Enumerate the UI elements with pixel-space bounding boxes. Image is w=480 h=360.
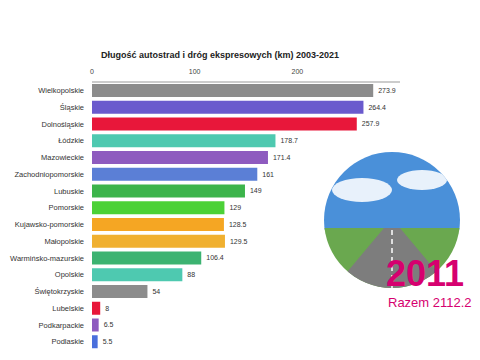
svg-text:149: 149 [250, 187, 262, 194]
svg-text:128.5: 128.5 [229, 221, 247, 228]
svg-text:88: 88 [187, 271, 195, 278]
svg-text:Kujawsko-pomorskie: Kujawsko-pomorskie [15, 220, 84, 229]
svg-text:129.5: 129.5 [230, 238, 248, 245]
html-text:Razem 2112.2: Razem 2112.2 [388, 295, 472, 310]
svg-text:Śląskie: Śląskie [60, 103, 84, 112]
svg-text:Świętokrzyskie: Świętokrzyskie [34, 287, 84, 296]
svg-text:264.4: 264.4 [368, 104, 386, 111]
svg-text:Podkarpackie: Podkarpackie [39, 321, 84, 330]
svg-text:0: 0 [90, 68, 94, 75]
svg-text:6.5: 6.5 [104, 321, 114, 328]
svg-text:161: 161 [262, 171, 274, 178]
svg-text:Lubelskie: Lubelskie [52, 304, 84, 313]
svg-text:Warmińsko-mazurskie: Warmińsko-mazurskie [10, 254, 84, 263]
svg-text:129: 129 [229, 204, 241, 211]
svg-text:106.4: 106.4 [206, 254, 224, 261]
svg-text:257.9: 257.9 [362, 120, 380, 127]
svg-text:Opolskie: Opolskie [55, 270, 84, 279]
svg-text:171.4: 171.4 [273, 154, 291, 161]
svg-text:Łódzkie: Łódzkie [58, 136, 84, 145]
svg-text:8: 8 [105, 305, 109, 312]
svg-text:Zachodniopomorskie: Zachodniopomorskie [14, 170, 84, 179]
svg-text:178.7: 178.7 [280, 137, 298, 144]
html-text:Długość autostrad i dróg ekspr: Długość autostrad i dróg ekspresowych (k… [101, 50, 339, 60]
html-text:2011: 2011 [386, 253, 465, 294]
svg-text:Mazowieckie: Mazowieckie [41, 153, 84, 162]
svg-text:200: 200 [291, 68, 303, 75]
svg-text:Lubuskie: Lubuskie [54, 187, 84, 196]
svg-text:100: 100 [189, 68, 201, 75]
svg-text:Małopolskie: Małopolskie [44, 237, 84, 246]
svg-text:Dolnośląskie: Dolnośląskie [41, 120, 84, 129]
svg-text:5.5: 5.5 [103, 338, 113, 345]
svg-text:Pomorskie: Pomorskie [49, 203, 84, 212]
svg-text:273.9: 273.9 [378, 87, 396, 94]
svg-text:54: 54 [152, 288, 160, 295]
svg-text:Podlaskie: Podlaskie [51, 337, 84, 346]
svg-text:Wielkopolskie: Wielkopolskie [38, 86, 84, 95]
